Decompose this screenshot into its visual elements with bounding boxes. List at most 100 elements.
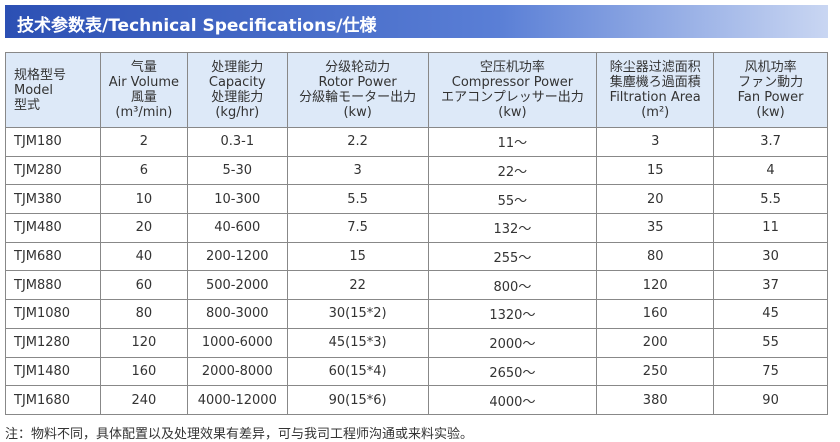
header-cell: 规格型号 Model 型式 xyxy=(5,52,101,128)
cell: 120 xyxy=(596,270,715,301)
header-line: (kw) xyxy=(343,105,372,120)
header-line: Air Volume xyxy=(108,75,180,90)
header-line: 集塵機ろ過面積 xyxy=(609,75,701,90)
cell: 132～ xyxy=(427,213,598,243)
cell: 22 xyxy=(286,270,429,301)
cell: 240 xyxy=(99,385,188,415)
cell: TJM1280 xyxy=(5,327,101,358)
cell: TJM1080 xyxy=(5,299,101,329)
cell: 75 xyxy=(713,356,828,387)
cell: 10 xyxy=(99,184,188,215)
header-line: エアコンプレッサー出力 xyxy=(441,90,584,105)
cell: 200 xyxy=(596,327,715,358)
header-line: 風量 xyxy=(130,90,157,105)
header-line: (m²) xyxy=(641,105,670,120)
cell: 2.2 xyxy=(286,127,429,157)
cell: 11 xyxy=(713,213,828,243)
header-line: 空压机功率 xyxy=(479,60,545,75)
header-line: 分级轮动力 xyxy=(325,60,391,75)
row: TJM1680 240 4000-12000 90(15*6) 4000～ 380 90 xyxy=(5,385,828,415)
header-cell: 分级轮动力 Rotor Power 分級輪モーター出力 (kw) xyxy=(286,52,429,128)
header-line: (m³/min) xyxy=(115,105,173,120)
cell: 200-1200 xyxy=(186,241,288,272)
row: TJM480 20 40-600 7.5 132～ 35 11 xyxy=(5,213,828,243)
header-line: 规格型号 xyxy=(14,67,67,83)
spec-table: 规格型号 Model 型式 气量 Air Volume 風量 (m³/min) 处理能力 Cap… xyxy=(5,52,828,415)
cell: 80 xyxy=(596,241,715,272)
cell: 380 xyxy=(596,385,715,415)
row: TJM280 6 5-30 3 22～ 15 4 xyxy=(5,155,828,186)
cell: TJM180 xyxy=(5,127,101,157)
cell: 30 xyxy=(713,241,828,272)
header-row: 规格型号 Model 型式 气量 Air Volume 風量 (m³/min) 处理能力 Cap… xyxy=(5,52,828,128)
header-line: Rotor Power xyxy=(318,75,397,90)
cell: 2 xyxy=(99,127,188,157)
header-line: 风机功率 xyxy=(744,60,797,75)
cell: 80 xyxy=(99,299,188,329)
header-cell: 处理能力 Capacity 处理能力 (kg/hr) xyxy=(186,52,288,128)
cell: 500-2000 xyxy=(186,270,288,301)
cell: 55 xyxy=(713,327,828,358)
header-line: Capacity xyxy=(208,75,266,90)
cell: 40 xyxy=(99,241,188,272)
cell: 2000～ xyxy=(427,327,598,358)
cell: 5.5 xyxy=(713,184,828,215)
cell: 0.3-1 xyxy=(186,127,288,157)
cell: 11～ xyxy=(427,127,598,157)
cell: 90 xyxy=(713,385,828,415)
header-cell: 除尘器过滤面积 集塵機ろ過面積 Filtration Area (m²) xyxy=(596,52,715,128)
header-line: (kw) xyxy=(498,105,527,120)
title-bar: 技术参数表/Technical Specifications/仕様 xyxy=(5,5,828,38)
row: TJM880 60 500-2000 22 800～ 120 37 xyxy=(5,270,828,301)
cell: 4 xyxy=(713,155,828,186)
header-line: 气量 xyxy=(130,60,157,75)
cell: 5-30 xyxy=(186,155,288,186)
header-line: 分級輪モーター出力 xyxy=(299,90,417,105)
cell: 250 xyxy=(596,356,715,387)
cell: 4000～ xyxy=(427,385,598,415)
cell: 1320～ xyxy=(427,299,598,329)
cell: TJM480 xyxy=(5,213,101,243)
row: TJM680 40 200-1200 15 255～ 80 30 xyxy=(5,241,828,272)
cell: TJM680 xyxy=(5,241,101,272)
header-cell: 风机功率 ファン動力 Fan Power (kw) xyxy=(713,52,828,128)
row: TJM180 2 0.3-1 2.2 11～ 3 3.7 xyxy=(5,127,828,157)
cell: 800～ xyxy=(427,270,598,301)
cell: 15 xyxy=(286,241,429,272)
cell: 37 xyxy=(713,270,828,301)
cell: 3 xyxy=(286,155,429,186)
title: 技术参数表/Technical Specifications/仕様 xyxy=(17,16,377,36)
cell: 60(15*4) xyxy=(286,356,429,387)
header-line: ファン動力 xyxy=(738,75,804,90)
cell: 40-600 xyxy=(186,213,288,243)
cell: 120 xyxy=(99,327,188,358)
cell: 55～ xyxy=(427,184,598,215)
cell: 5.5 xyxy=(286,184,429,215)
cell: 160 xyxy=(99,356,188,387)
cell: 10-300 xyxy=(186,184,288,215)
cell: 20 xyxy=(596,184,715,215)
row: TJM1080 80 800-3000 30(15*2) 1320～ 160 45 xyxy=(5,299,828,329)
cell: TJM1480 xyxy=(5,356,101,387)
header-line: Fan Power xyxy=(737,90,804,105)
cell: TJM1680 xyxy=(5,385,101,415)
cell: 45 xyxy=(713,299,828,329)
header-line: Compressor Power xyxy=(451,75,574,90)
cell: 6 xyxy=(99,155,188,186)
header-cell: 空压机功率 Compressor Power エアコンプレッサー出力 (kw) xyxy=(427,52,598,128)
cell: 35 xyxy=(596,213,715,243)
cell: 22～ xyxy=(427,155,598,186)
cell: 7.5 xyxy=(286,213,429,243)
cell: 30(15*2) xyxy=(286,299,429,329)
cell: 160 xyxy=(596,299,715,329)
cell: 20 xyxy=(99,213,188,243)
row: TJM1280 120 1000-6000 45(15*3) 2000～ 200 55 xyxy=(5,327,828,358)
header-line: 处理能力 xyxy=(211,60,264,75)
header-line: Filtration Area xyxy=(609,90,701,105)
cell: 800-3000 xyxy=(186,299,288,329)
cell: 1000-6000 xyxy=(186,327,288,358)
cell: 2000-8000 xyxy=(186,356,288,387)
header-line: 处理能力 xyxy=(211,90,264,105)
header-line: 型式 xyxy=(14,97,41,113)
